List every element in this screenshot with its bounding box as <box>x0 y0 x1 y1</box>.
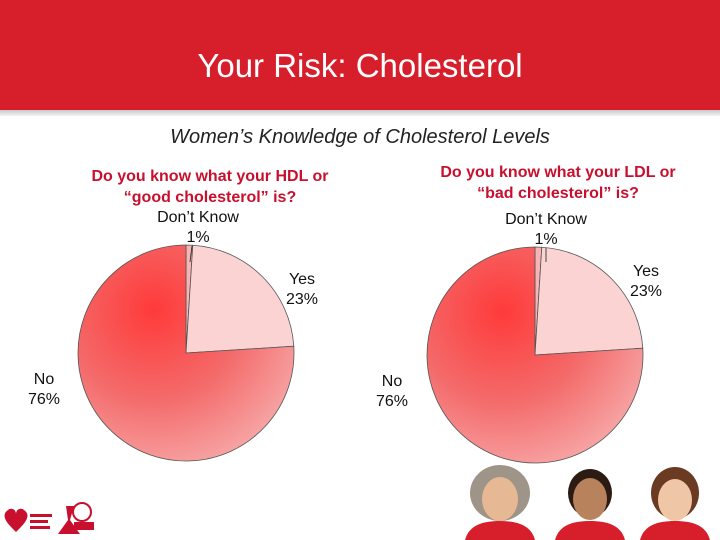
ldl-no-value: 76% <box>375 393 409 410</box>
ldl-dontknow-label: Don’t Know 1% <box>478 210 614 250</box>
ldl-no-name: No <box>381 373 403 390</box>
ldl-dontknow-name: Don’t Know <box>505 211 587 228</box>
ldl-yes-label: Yes 23% <box>606 262 686 302</box>
ldl-slice-yes <box>534 246 644 356</box>
hdl-pie-chart <box>77 244 295 462</box>
ldl-dontknow-value: 1% <box>534 231 558 248</box>
hdl-dontknow-name: Don’t Know <box>157 209 239 226</box>
hdl-slice-no <box>77 244 295 462</box>
red-dress-icon <box>58 502 94 534</box>
ldl-question-line-2: “bad cholesterol” is? <box>477 185 639 202</box>
hdl-question-line-1: Do you know what your HDL or <box>91 168 329 185</box>
hdl-yes-label: Yes 23% <box>262 270 342 310</box>
hdl-dontknow-leader <box>189 245 193 263</box>
hdl-slice-yes <box>185 244 295 354</box>
women-photo <box>455 465 720 540</box>
hdl-dontknow-value: 1% <box>186 229 210 246</box>
heart-torch-icon <box>4 508 52 532</box>
hdl-yes-value: 23% <box>285 291 319 308</box>
hdl-no-value: 76% <box>27 391 61 408</box>
ldl-yes-name: Yes <box>632 263 660 280</box>
hdl-question-line-2: “good cholesterol” is? <box>123 189 297 206</box>
hdl-question: Do you know what your HDL or “good chole… <box>60 166 360 208</box>
hdl-no-name: No <box>33 371 55 388</box>
hdl-no-label: No 76% <box>14 370 74 410</box>
ldl-slice-no <box>426 246 644 464</box>
hdl-dontknow-label: Don’t Know 1% <box>130 208 266 248</box>
page-title: Your Risk: Cholesterol <box>197 47 523 84</box>
hdl-yes-name: Yes <box>288 271 316 288</box>
header-bar <box>0 0 720 110</box>
ldl-question: Do you know what your LDL or “bad choles… <box>408 162 708 204</box>
ldl-yes-value: 23% <box>629 283 663 300</box>
ldl-pie-chart <box>426 246 644 464</box>
ldl-no-label: No 76% <box>362 372 422 412</box>
sponsor-logos <box>4 502 94 534</box>
ldl-question-line-1: Do you know what your LDL or <box>440 164 676 181</box>
header-divider <box>0 110 720 116</box>
chart-title: Women’s Knowledge of Cholesterol Levels <box>170 126 550 148</box>
